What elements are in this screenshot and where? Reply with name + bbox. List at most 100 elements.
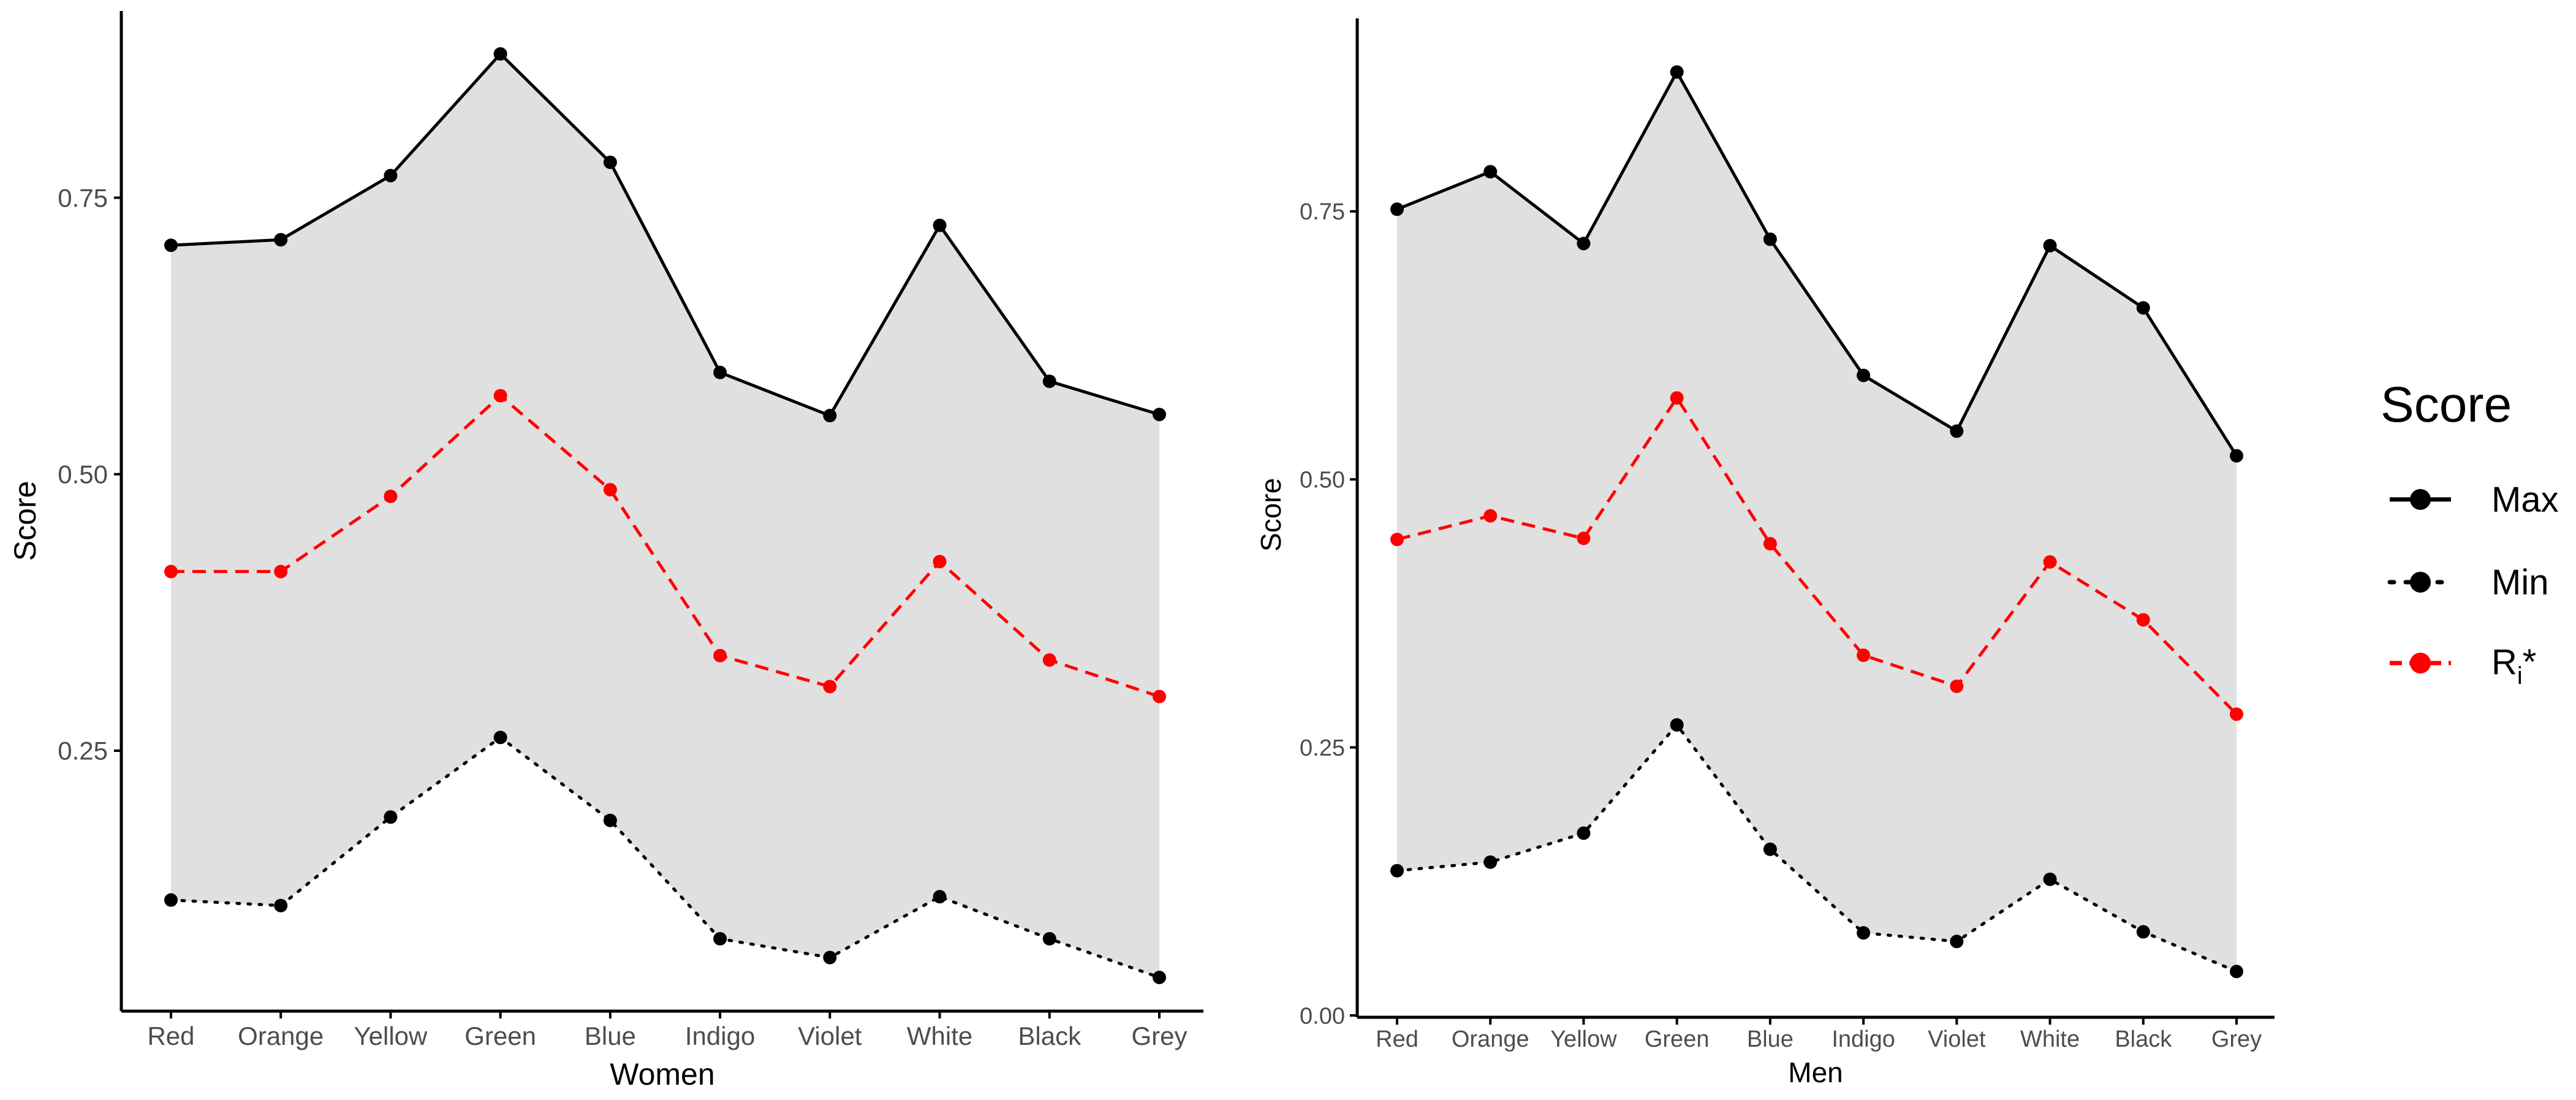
women-x-tick-label: Black bbox=[1018, 1022, 1082, 1050]
women-min-point bbox=[164, 893, 178, 907]
men-max-point bbox=[2043, 238, 2057, 252]
women-y-axis-title: Score bbox=[8, 481, 42, 561]
women-ri-point bbox=[1153, 689, 1166, 704]
legend-label-ri-base: R bbox=[2491, 642, 2517, 682]
men-min-point bbox=[2230, 965, 2243, 979]
women-max-point bbox=[1042, 374, 1056, 389]
men-x-tick-label: White bbox=[2020, 1026, 2080, 1052]
men-max-point bbox=[1390, 202, 1404, 216]
women-ri-point bbox=[933, 555, 947, 569]
men-x-tick-label: Indigo bbox=[1832, 1026, 1895, 1052]
women-ri-point bbox=[603, 483, 617, 497]
women-max-point bbox=[823, 409, 837, 423]
women-x-tick-label: Orange bbox=[238, 1022, 324, 1050]
women-ri-point bbox=[493, 389, 507, 403]
men-max-line bbox=[1396, 69, 2238, 457]
women-min-point bbox=[823, 950, 837, 965]
women-ri-point bbox=[274, 564, 288, 578]
men-min-max-band bbox=[1397, 72, 2237, 972]
women-min-point bbox=[933, 890, 947, 904]
men-ri-point bbox=[1390, 533, 1404, 547]
men-x-tick-label: Yellow bbox=[1550, 1026, 1617, 1052]
women-series-max bbox=[164, 47, 1166, 423]
men-min-point bbox=[2043, 872, 2057, 886]
legend-entry-ri: Ri* bbox=[2390, 642, 2536, 689]
men-max-point bbox=[2230, 449, 2243, 463]
men-ri-point bbox=[1483, 509, 1498, 523]
men-min-point bbox=[1670, 718, 1684, 732]
men-y-tick-label: 0.75 bbox=[1300, 199, 1345, 225]
men-x-axis-title: Men bbox=[1788, 1056, 1843, 1088]
men-plot-area: 0.00 0.25 0.50 0.75 Red Orange Yellow Green Blue… bbox=[1300, 18, 2275, 1052]
women-series-ri bbox=[164, 389, 1166, 704]
women-min-point bbox=[1153, 971, 1166, 985]
men-y-tick-label: 0.00 bbox=[1300, 1003, 1345, 1029]
women-x-tick-label: Violet bbox=[798, 1022, 862, 1050]
women-max-point bbox=[713, 365, 727, 379]
men-max-point bbox=[1950, 424, 1964, 438]
men-ri-point bbox=[1670, 391, 1684, 405]
men-ri-point bbox=[1857, 648, 1871, 662]
men-min-point bbox=[1950, 935, 1964, 949]
men-series-max bbox=[1390, 65, 2243, 463]
men-x-tick-label: Grey bbox=[2211, 1026, 2262, 1052]
women-y-tick-label: 0.75 bbox=[58, 183, 108, 212]
men-min-point bbox=[1763, 842, 1777, 856]
women-x-tick-label: Red bbox=[147, 1022, 194, 1050]
men-y-tick-label: 0.50 bbox=[1300, 468, 1345, 493]
women-x-axis-title: Women bbox=[610, 1057, 714, 1091]
men-ri-point bbox=[1577, 531, 1591, 545]
legend: Score Max Min Ri* bbox=[2381, 377, 2559, 689]
men-y-axis-title: Score bbox=[1255, 478, 1287, 552]
men-max-point bbox=[1577, 237, 1591, 251]
women-y-tick-label: 0.50 bbox=[58, 460, 108, 489]
men-ri-line bbox=[1396, 395, 2238, 716]
legend-entry-min: Min bbox=[2387, 563, 2548, 602]
women-x-tick-label: Green bbox=[464, 1022, 536, 1050]
men-min-point bbox=[1577, 826, 1591, 840]
men-y-tick-label: 0.25 bbox=[1300, 735, 1345, 761]
legend-label-max: Max bbox=[2491, 480, 2559, 520]
women-plot-area: 0.25 0.50 0.75 Red Orange Yellow Green Blue Indi… bbox=[58, 11, 1203, 1050]
women-min-point bbox=[384, 810, 398, 824]
men-panel: 0.00 0.25 0.50 0.75 Red Orange Yellow Green Blue… bbox=[1255, 18, 2275, 1088]
women-x-tick-label: Indigo bbox=[685, 1022, 755, 1050]
legend-label-min: Min bbox=[2491, 563, 2548, 602]
women-min-point bbox=[713, 931, 727, 946]
men-max-point bbox=[2136, 301, 2150, 315]
men-x-tick-label: Blue bbox=[1747, 1026, 1794, 1052]
women-ri-point bbox=[713, 648, 727, 662]
men-series-min bbox=[1390, 718, 2243, 979]
women-panel: 0.25 0.50 0.75 Red Orange Yellow Green Blue Indi… bbox=[8, 11, 1203, 1091]
men-max-point bbox=[1763, 232, 1777, 246]
legend-label-ri-suffix: * bbox=[2523, 642, 2537, 682]
women-min-point bbox=[603, 813, 617, 827]
women-min-point bbox=[274, 898, 288, 912]
men-ri-point bbox=[1950, 679, 1964, 693]
men-max-point bbox=[1670, 65, 1684, 79]
men-min-point bbox=[1857, 926, 1871, 940]
women-x-tick-label: Blue bbox=[585, 1022, 636, 1050]
women-min-max-band bbox=[171, 54, 1159, 978]
women-min-line bbox=[169, 735, 1161, 979]
men-x-tick-label: Black bbox=[2115, 1026, 2172, 1052]
women-ri-point bbox=[1042, 653, 1056, 667]
women-max-point bbox=[1153, 408, 1166, 422]
legend-key-max-point bbox=[2410, 489, 2431, 510]
men-min-line bbox=[1395, 722, 2238, 973]
legend-key-ri-point bbox=[2410, 653, 2431, 673]
men-ri-point bbox=[2136, 613, 2150, 627]
women-min-point bbox=[493, 730, 507, 745]
men-x-tick-label: Red bbox=[1376, 1026, 1419, 1052]
women-series-min bbox=[164, 730, 1166, 985]
legend-title: Score bbox=[2381, 377, 2512, 433]
women-x-tick-label: White bbox=[907, 1022, 972, 1050]
women-max-point bbox=[933, 218, 947, 232]
men-x-tick-label: Orange bbox=[1452, 1026, 1529, 1052]
women-max-line bbox=[170, 51, 1160, 418]
women-min-point bbox=[1042, 931, 1056, 946]
men-max-point bbox=[1483, 165, 1498, 179]
men-series-ri bbox=[1390, 391, 2243, 721]
women-max-point bbox=[603, 155, 617, 169]
